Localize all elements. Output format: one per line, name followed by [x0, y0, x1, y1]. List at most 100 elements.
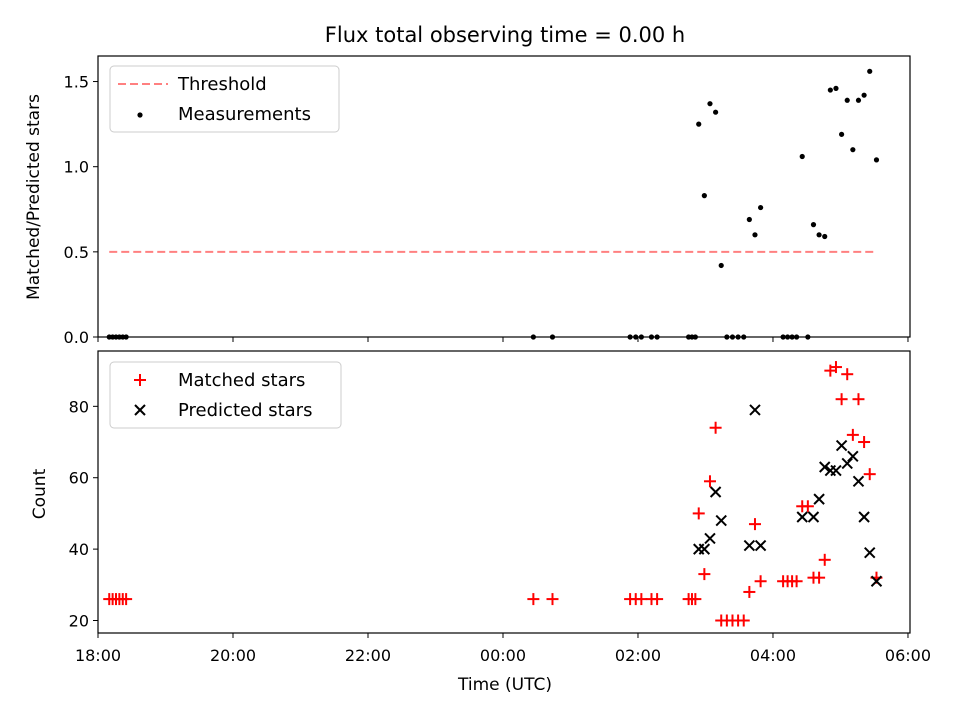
x-tick-label: 22:00: [345, 646, 391, 665]
x-marker-b: [715, 514, 727, 527]
chart-title: Flux total observing time = 0.00 h: [325, 23, 685, 47]
predicted-stars-point: [709, 486, 722, 498]
ratio-y-tick-label: 1.0: [64, 158, 89, 177]
x-marker-b: [796, 511, 808, 523]
measurements-point: [822, 233, 828, 240]
measurements-point: [707, 101, 713, 107]
matched-stars-point: [813, 571, 826, 584]
matched-stars-point: [790, 575, 803, 588]
x-tick-label: 18:00: [75, 646, 121, 665]
matched-stars-point: [754, 575, 767, 588]
measurements-point: [850, 147, 856, 153]
ratio-legend-box: [109, 65, 340, 133]
count-axes-frame: [97, 350, 911, 634]
measurements-point: [844, 97, 850, 103]
predicted-stars-point: [852, 475, 865, 487]
x-marker-b: [704, 532, 716, 545]
matched-stars-point: [863, 468, 876, 481]
matched-stars-point: [841, 368, 854, 381]
count-plot-area: 20 40 60 80 18:00 20:00 22:00 00:00 02:00 04:00 06…: [69, 350, 931, 665]
matched-stars-point: [743, 585, 756, 598]
matched-stars-point: [692, 507, 705, 520]
x-marker-b: [754, 539, 767, 552]
matched-legend-label: Matched stars: [178, 370, 305, 391]
ratio-axes-frame: [97, 55, 911, 338]
measurements-point: [867, 68, 873, 74]
matched-stars-point: [709, 421, 722, 434]
measurements-point: [799, 153, 805, 160]
x-marker-b: [870, 575, 883, 587]
x-marker-b: [749, 404, 761, 416]
measurements-point: [816, 232, 822, 238]
matched-stars-point: [829, 361, 842, 374]
predicted-stars-point: [841, 457, 853, 470]
predicted-stars-point: [704, 532, 716, 545]
measurements-point: [855, 97, 862, 103]
matched-stars-point: [651, 593, 664, 606]
measurements-point: [718, 262, 724, 269]
ratio-plot-area: 0.0 0.5 1.0 1.5: [64, 55, 911, 347]
x-marker-b: [807, 511, 820, 523]
matched-stars-point: [801, 500, 814, 513]
ratio-y-tick-label: 0.0: [64, 328, 89, 347]
measurements-point: [713, 109, 719, 115]
predicted-stars-point: [864, 546, 876, 559]
x-tick-label: 04:00: [750, 646, 796, 665]
matched-stars-point: [546, 593, 559, 606]
matched-stars-point: [858, 436, 871, 449]
ratio-legend: Threshold Measurements: [109, 65, 340, 133]
matched-stars-point: [818, 553, 831, 566]
count-y-tick-label: 60: [69, 469, 89, 488]
measurements-point: [839, 131, 845, 137]
x-marker-b: [698, 543, 711, 555]
x-marker-b: [813, 493, 825, 505]
predicted-stars-point: [835, 439, 848, 452]
x-marker-b: [819, 461, 831, 473]
measurements-point: [701, 193, 707, 199]
x-marker-b: [847, 450, 859, 463]
predicted-stars-point: [858, 511, 870, 523]
predicted-stars-point: [749, 404, 761, 416]
predicted-legend-swatch: [134, 404, 146, 416]
measurements-legend-label: Measurements: [178, 104, 311, 125]
x-tick-label: 02:00: [615, 646, 661, 665]
measurements-legend-swatch: [137, 112, 143, 118]
predicted-stars-point: [870, 575, 883, 587]
matched-legend-swatch: [134, 374, 146, 386]
matched-stars-point: [737, 614, 750, 627]
predicted-stars-point: [743, 539, 756, 552]
matched-stars-point: [527, 593, 540, 606]
count-legend: Matched stars Predicted stars: [109, 361, 342, 429]
measurements-point: [861, 92, 867, 98]
predicted-stars-point: [796, 511, 808, 523]
measurements-point: [746, 216, 752, 223]
measurements-point: [833, 85, 839, 91]
predicted-legend-label: Predicted stars: [178, 400, 312, 421]
x-marker-b: [864, 546, 876, 559]
x-marker-b: [852, 475, 865, 487]
ratio-y-axis-label: Matched/Predicted stars: [24, 94, 44, 300]
count-y-tick-label: 20: [69, 612, 89, 631]
matched-stars-point: [635, 593, 648, 606]
count-legend-box: [109, 361, 342, 429]
count-panel: Count Time (UTC) 20 40 60 80 18:00 20:00 22:00…: [30, 350, 931, 695]
predicted-stars-point: [847, 450, 859, 463]
predicted-stars-point: [807, 511, 820, 523]
matched-stars-point: [120, 593, 133, 606]
x-marker-b: [743, 539, 756, 552]
matched-stars-point: [698, 568, 711, 581]
x-marker-b: [835, 439, 848, 452]
matched-stars-point: [703, 475, 716, 488]
matched-stars-point: [846, 428, 859, 441]
x-tick-label: 20:00: [210, 646, 256, 665]
measurements-point: [758, 204, 764, 211]
predicted-stars-point: [698, 543, 711, 555]
ratio-panel: Flux total observing time = 0.00 h Match…: [24, 23, 911, 347]
x-marker-b: [841, 457, 853, 470]
measurements-point: [810, 222, 817, 228]
x-marker-b: [858, 511, 870, 523]
ratio-y-tick-label: 1.5: [64, 73, 89, 92]
matched-stars-point: [835, 393, 848, 406]
count-y-tick-label: 40: [69, 540, 89, 559]
measurements-point: [827, 87, 833, 93]
